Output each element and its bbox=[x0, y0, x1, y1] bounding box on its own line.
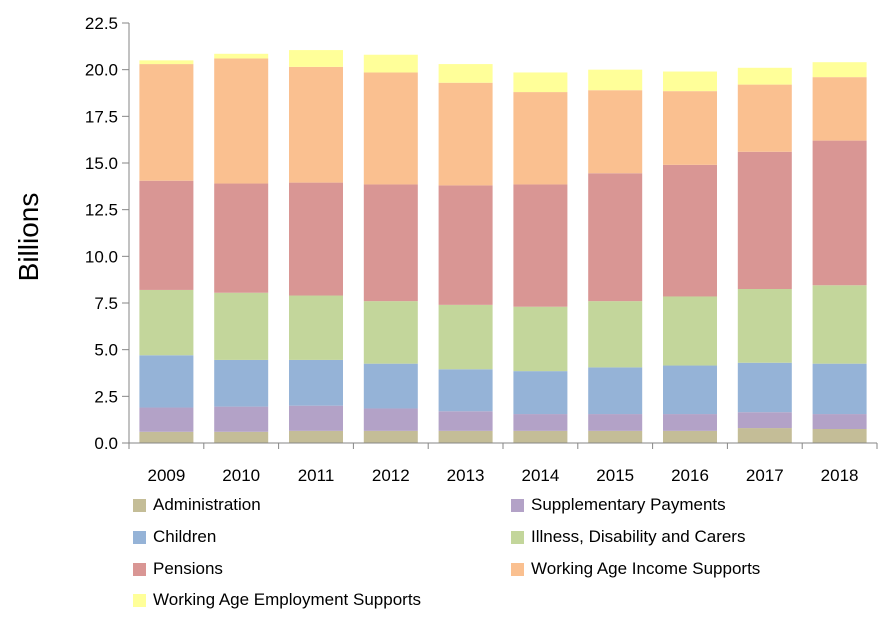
bar-segment-working-age-employment-supports bbox=[363, 54, 418, 73]
bar-segment-administration bbox=[438, 430, 493, 443]
bar-segment-working-age-employment-supports bbox=[513, 72, 568, 93]
bar-segment-working-age-employment-supports bbox=[812, 62, 867, 78]
y-tick-label: 5.0 bbox=[94, 341, 118, 360]
x-tick-label: 2016 bbox=[671, 466, 709, 485]
bar-segment-working-age-income-supports bbox=[363, 72, 418, 185]
bar-segment-supplementary-payments bbox=[363, 408, 418, 431]
bar-segment-pensions bbox=[588, 173, 643, 302]
bar-segment-administration bbox=[737, 428, 792, 443]
bar-segment-pensions bbox=[363, 184, 418, 302]
bar-segment-working-age-income-supports bbox=[588, 90, 643, 174]
bar-segment-administration bbox=[513, 430, 568, 443]
y-tick-label: 12.5 bbox=[85, 201, 118, 220]
x-tick-label: 2018 bbox=[821, 466, 859, 485]
bar-segment-working-age-employment-supports bbox=[588, 69, 643, 91]
bar-segment-working-age-employment-supports bbox=[289, 50, 343, 67]
y-tick-label: 15.0 bbox=[85, 154, 118, 173]
x-tick-label: 2014 bbox=[521, 466, 559, 485]
bar-segment-children bbox=[513, 371, 568, 415]
bar-segment-children bbox=[139, 355, 194, 408]
x-tick-label: 2015 bbox=[596, 466, 634, 485]
bar-segment-working-age-income-supports bbox=[438, 82, 493, 186]
bar-segment-supplementary-payments bbox=[513, 414, 568, 431]
bar-segment-children bbox=[737, 362, 792, 413]
x-tick-label: 2012 bbox=[372, 466, 410, 485]
bar-segment-administration bbox=[289, 430, 343, 443]
bar-segment-illness-disability-and-carers bbox=[513, 306, 568, 372]
bar-segment-children bbox=[363, 363, 418, 409]
bar-segment-working-age-income-supports bbox=[289, 66, 343, 183]
bar-segment-children bbox=[663, 365, 717, 415]
bar-segment-pensions bbox=[139, 180, 194, 290]
y-axis-ticks: 0.0 2.5 5.0 7.5 10.0 12.5 15.0 17.5 20.0 22.5 bbox=[85, 14, 129, 453]
bar-segment-children bbox=[214, 359, 269, 407]
bar-segment-illness-disability-and-carers bbox=[737, 289, 792, 363]
bar-segment-pensions bbox=[663, 164, 717, 297]
bar-segment-illness-disability-and-carers bbox=[663, 296, 717, 366]
bar-segment-supplementary-payments bbox=[214, 406, 269, 432]
bar-segment-illness-disability-and-carers bbox=[139, 289, 194, 356]
x-tick-label: 2009 bbox=[147, 466, 185, 485]
bar-segment-supplementary-payments bbox=[139, 407, 194, 432]
bar-segment-supplementary-payments bbox=[812, 414, 867, 429]
axes: 2009 2010 2011 2012 2013 2014 2015 2016 2017 2018 bbox=[128, 23, 878, 485]
bar-segment-illness-disability-and-carers bbox=[812, 285, 867, 364]
bar-segment-working-age-income-supports bbox=[513, 92, 568, 185]
y-axis-label: Billions bbox=[13, 193, 44, 282]
y-tick-label: 20.0 bbox=[85, 61, 118, 80]
bar-segment-supplementary-payments bbox=[289, 405, 343, 431]
bar-segment-pensions bbox=[289, 182, 343, 296]
bar-segment-supplementary-payments bbox=[588, 414, 643, 431]
x-tick-label: 2011 bbox=[298, 466, 335, 485]
y-tick-label: 10.0 bbox=[85, 247, 118, 266]
bar-segment-illness-disability-and-carers bbox=[214, 292, 269, 360]
bar-segment-working-age-income-supports bbox=[812, 77, 867, 141]
bar-segment-children bbox=[812, 363, 867, 415]
bar-segment-working-age-income-supports bbox=[214, 58, 269, 184]
bar-segment-administration bbox=[139, 431, 194, 443]
bar-segment-working-age-income-supports bbox=[139, 64, 194, 181]
x-tick-label: 2017 bbox=[746, 466, 784, 485]
bar-segment-pensions bbox=[737, 151, 792, 289]
bar-segment-illness-disability-and-carers bbox=[588, 301, 643, 368]
bar-segment-working-age-employment-supports bbox=[737, 67, 792, 85]
bar-segment-pensions bbox=[438, 185, 493, 305]
bar-segment-supplementary-payments bbox=[663, 414, 717, 431]
x-tick-label: 2013 bbox=[447, 466, 485, 485]
bar-segment-working-age-employment-supports bbox=[139, 60, 194, 65]
bar-segment-administration bbox=[663, 430, 717, 443]
x-tick-label: 2010 bbox=[222, 466, 260, 485]
bar-segment-working-age-employment-supports bbox=[438, 64, 493, 83]
bar-segment-administration bbox=[214, 431, 269, 443]
bar-segment-illness-disability-and-carers bbox=[289, 295, 343, 360]
bar-segment-administration bbox=[812, 429, 867, 443]
y-tick-label: 17.5 bbox=[85, 107, 118, 126]
bar-segment-working-age-income-supports bbox=[737, 84, 792, 152]
bar-segment-working-age-employment-supports bbox=[214, 53, 269, 59]
bar-segment-children bbox=[588, 367, 643, 415]
bar-segment-supplementary-payments bbox=[737, 412, 792, 429]
bar-series bbox=[139, 50, 867, 443]
bar-segment-pensions bbox=[812, 140, 867, 286]
bar-segment-administration bbox=[363, 430, 418, 443]
bar-segment-working-age-employment-supports bbox=[663, 71, 717, 92]
bar-segment-illness-disability-and-carers bbox=[363, 301, 418, 364]
y-tick-label: 22.5 bbox=[85, 14, 118, 33]
y-tick-label: 7.5 bbox=[94, 294, 118, 313]
bar-segment-working-age-income-supports bbox=[663, 91, 717, 165]
bar-segment-pensions bbox=[513, 184, 568, 307]
bar-segment-illness-disability-and-carers bbox=[438, 304, 493, 370]
y-tick-label: 0.0 bbox=[94, 434, 118, 453]
y-tick-label: 2.5 bbox=[94, 387, 118, 406]
bar-segment-pensions bbox=[214, 183, 269, 293]
bar-segment-children bbox=[289, 359, 343, 406]
bar-segment-administration bbox=[588, 430, 643, 443]
bar-segment-supplementary-payments bbox=[438, 411, 493, 431]
bar-segment-children bbox=[438, 369, 493, 412]
